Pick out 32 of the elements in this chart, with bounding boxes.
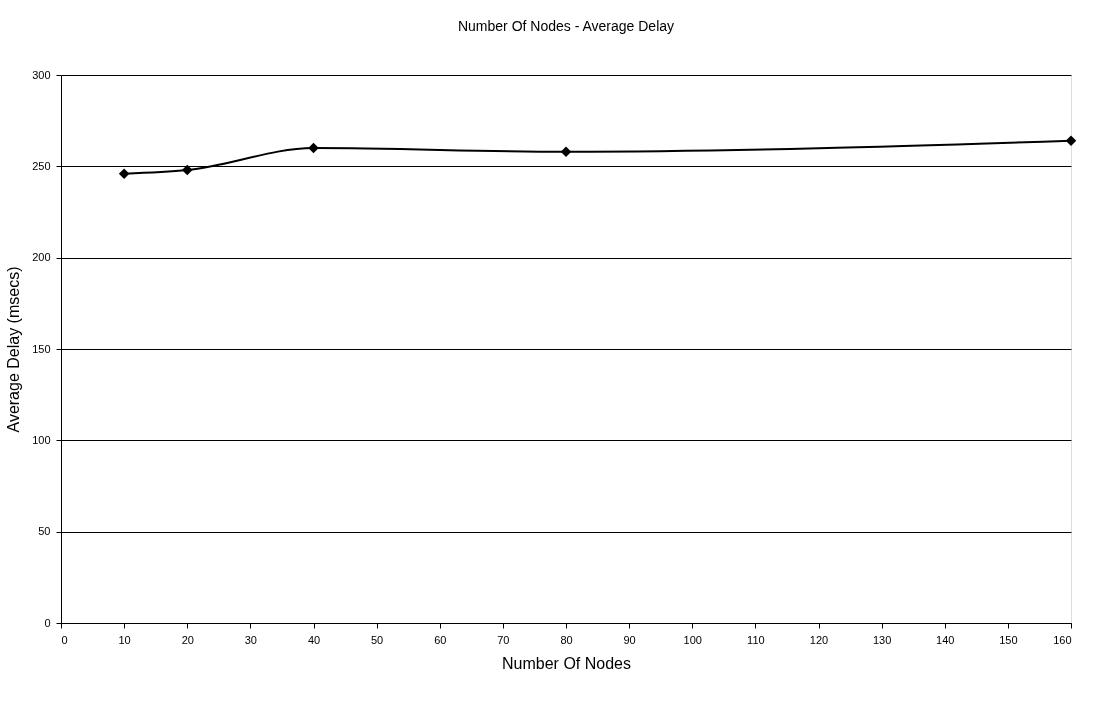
x-tick-label: 110 — [747, 633, 765, 646]
x-tick-label: 100 — [683, 633, 702, 646]
x-tick-label: 160 — [1053, 633, 1072, 646]
x-axis-title: Number Of Nodes — [502, 654, 631, 672]
point — [560, 146, 572, 157]
x-tick-label: 90 — [623, 633, 636, 646]
x-tick-label: 130 — [872, 633, 892, 646]
x-tick-label: 0 — [61, 633, 68, 646]
y-tick-label: 100 — [32, 433, 51, 446]
x-tick-label: 30 — [244, 633, 257, 646]
x-tick-label: 140 — [936, 633, 955, 646]
y-tick-label: 300 — [32, 68, 51, 81]
x-tick-label: 80 — [560, 633, 573, 646]
y-tick-label: 200 — [32, 251, 51, 264]
x-tick-label: 70 — [497, 633, 510, 646]
y-tick-label: 150 — [32, 342, 51, 355]
y-tick-label: 250 — [32, 159, 51, 172]
point — [182, 164, 193, 176]
x-tick-label: 10 — [118, 633, 131, 646]
x-tick-label: 50 — [371, 633, 384, 646]
x-tick-label: 120 — [809, 633, 829, 646]
x-tick-label: 150 — [999, 633, 1018, 646]
point — [308, 142, 319, 154]
x-tick-label: 20 — [181, 633, 194, 646]
y-tick-label: 0 — [44, 616, 51, 629]
y-axis-title: Average Delay (msecs) — [5, 266, 23, 433]
x-tick-label: 40 — [307, 633, 321, 646]
chart-title: Number Of Nodes - Average Delay — [457, 18, 675, 34]
x-tick-label: 60 — [434, 633, 447, 646]
point — [118, 168, 130, 179]
y-tick-label: 50 — [38, 525, 51, 538]
point — [1065, 135, 1077, 146]
